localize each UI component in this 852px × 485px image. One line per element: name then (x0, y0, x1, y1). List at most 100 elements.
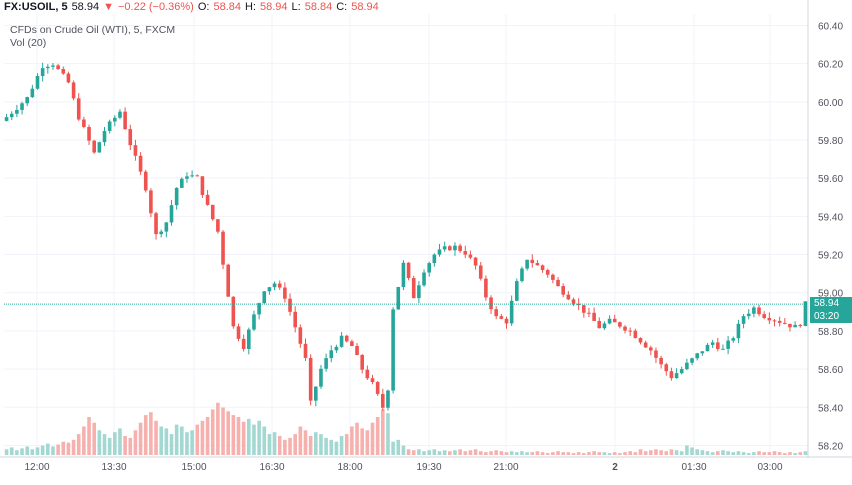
candle-body (473, 257, 478, 266)
volume-bar (484, 452, 488, 455)
candle-body (705, 344, 710, 352)
candle-body (757, 307, 761, 315)
candle-body (51, 65, 55, 67)
candle-body (30, 88, 35, 98)
volume-bar (180, 426, 184, 455)
candle-body (772, 320, 777, 322)
volume-bar (649, 450, 653, 455)
volume-bar (15, 450, 19, 455)
volume-bar (149, 412, 153, 455)
candle-body (710, 342, 715, 345)
candle-body (674, 373, 679, 379)
x-tick-label: 12:00 (24, 462, 49, 473)
volume-bar (798, 452, 803, 455)
candle-body (484, 278, 488, 298)
volume-bar (92, 422, 96, 455)
volume-bar (417, 449, 421, 455)
volume-bar (757, 451, 761, 455)
candle-body (87, 126, 91, 141)
volume-bar (195, 424, 200, 455)
volume-bar (314, 432, 318, 455)
volume-bar (298, 426, 303, 455)
candle-body (164, 222, 169, 232)
volume-bar (731, 452, 736, 455)
high-label: H: (244, 1, 256, 13)
volume-bar (190, 430, 194, 455)
volume-bar (370, 422, 375, 455)
volume-bar (489, 451, 493, 455)
candle-body (66, 73, 71, 83)
candle-body (406, 262, 411, 279)
candle-body (726, 340, 730, 349)
candle-body (638, 338, 643, 343)
x-tick-label: 13:30 (101, 462, 126, 473)
candle-body (437, 249, 442, 255)
down-arrow-icon: ▼ (103, 1, 114, 13)
volume-bar (9, 447, 14, 455)
volume-bar (324, 437, 328, 455)
candle-body (587, 312, 591, 314)
volume-bar (612, 452, 617, 455)
candle-body (247, 329, 251, 349)
volume-bar (716, 451, 720, 455)
candle-body (133, 145, 138, 156)
volume-bar (241, 421, 246, 455)
volume-bar (308, 436, 313, 455)
volume-bar (391, 441, 395, 455)
candle-body (267, 287, 272, 292)
volume-bar (76, 434, 81, 455)
candle-body (350, 341, 354, 347)
candle-body (504, 318, 509, 324)
close-value: 58.94 (351, 1, 379, 13)
candle-body (319, 368, 323, 387)
candle-body (128, 129, 133, 146)
x-tick-label: 15:00 (181, 462, 206, 473)
candle-body (154, 213, 158, 235)
volume-bar (752, 452, 756, 455)
candle-body (618, 322, 622, 327)
volume-bar (164, 428, 169, 455)
candle-body (401, 262, 406, 288)
volume-bar (597, 452, 602, 455)
candle-body (649, 347, 653, 351)
candle-body (803, 301, 808, 327)
candle-body (288, 298, 292, 312)
volume-bar (205, 417, 210, 455)
candle-body (602, 323, 607, 329)
candle-body (654, 350, 658, 358)
candle-body (628, 330, 632, 332)
volume-bar (185, 432, 189, 455)
candle-body (370, 378, 375, 383)
candle-body (499, 316, 504, 319)
candle-body (381, 393, 385, 408)
candle-body (736, 323, 741, 339)
volume-bar (283, 439, 287, 455)
volume-bar (200, 420, 205, 455)
volume-bar (607, 453, 612, 455)
y-tick-label: 58.80 (818, 327, 843, 338)
volume-bar (272, 432, 277, 455)
candle-body (762, 314, 766, 318)
candle-body (308, 357, 313, 401)
candle-body (659, 357, 663, 365)
candle-body (746, 313, 751, 317)
candle-body (422, 272, 426, 286)
volume-bar (566, 452, 571, 455)
close-label: C: (336, 1, 348, 13)
last-price: 58.94 (71, 1, 100, 13)
volume-bar (66, 442, 71, 455)
symbol-label: FX:USOIL, 5 (4, 1, 68, 13)
candle-body (25, 97, 29, 104)
volume-bar (664, 451, 669, 455)
candle-body (76, 98, 81, 120)
volume-bar (82, 426, 86, 455)
candle-body (623, 326, 627, 331)
candle-body (643, 342, 648, 348)
high-value: 58.94 (259, 1, 288, 13)
volume-bar (654, 449, 658, 455)
candle-body (298, 327, 303, 344)
volume-bar (623, 452, 627, 455)
volume-bar (762, 452, 766, 455)
volume-bar (772, 451, 777, 455)
